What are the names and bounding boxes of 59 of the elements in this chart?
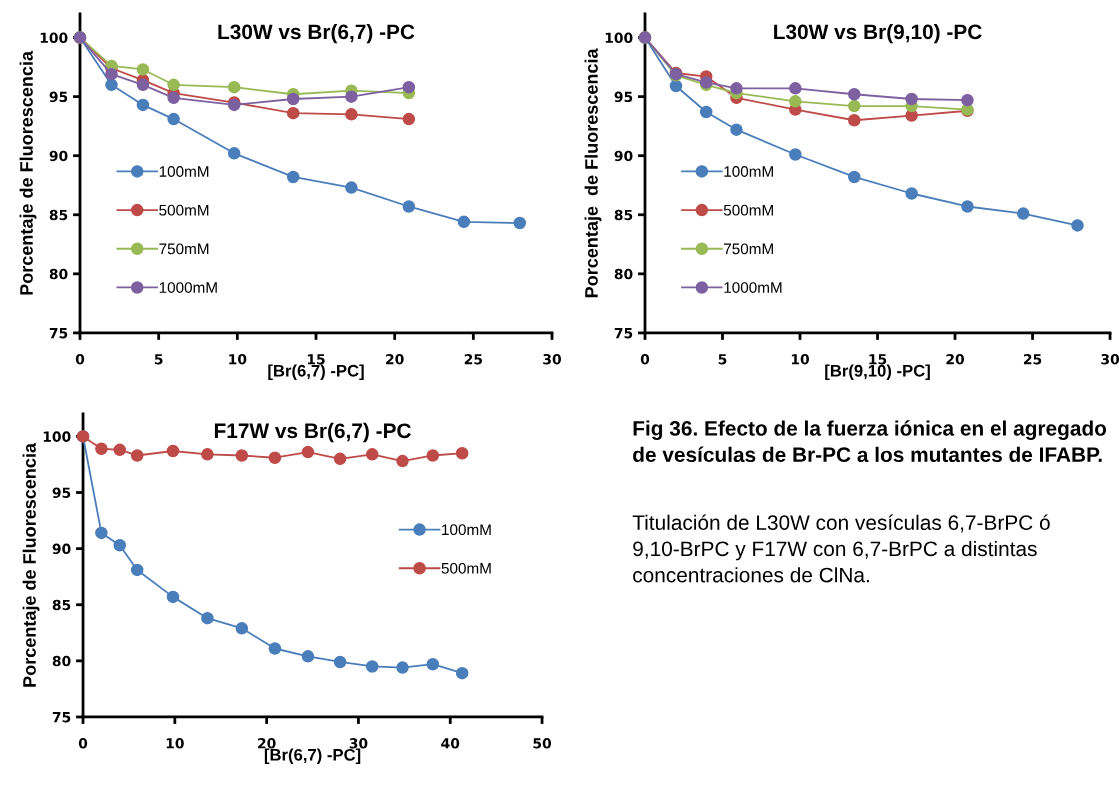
y-tick-label: 80 — [49, 268, 68, 280]
x-tick-label: 20 — [386, 353, 404, 365]
x-tick-label: 5 — [718, 354, 727, 365]
y-tick-label: 80 — [614, 268, 633, 280]
legend-label: 1000mM — [724, 282, 782, 293]
legend-label: 100mM — [724, 166, 773, 177]
text: Titulación de L30W con vesículas 6,7-BrPC ó 9,10-BrPC y F17W con 6,7-BrPC a distintas concentraciones de ClNa. — [632, 514, 1050, 583]
legend-label: 500mM — [159, 204, 209, 216]
x-tick-label: 0 — [78, 738, 88, 749]
x-tick-label: 20 — [258, 738, 276, 749]
y-tick-label: 95 — [52, 487, 71, 498]
legend-label: 750mM — [159, 243, 209, 255]
x-axis-title: [Br(9,10) -PC] — [825, 364, 930, 380]
x-tick-label: 30 — [349, 738, 368, 749]
chart-title: F17W vs Br(6,7) -PC — [214, 422, 411, 443]
y-tick-label: 90 — [614, 150, 633, 162]
y-axis-title: Porcentaje de Fluorescencia — [584, 48, 602, 298]
y-tick-label: 75 — [52, 712, 71, 723]
legend-label: 100mM — [442, 524, 491, 536]
y-tick-label: 95 — [614, 91, 633, 103]
x-tick-label: 0 — [75, 353, 85, 365]
legend-label: 100mM — [159, 166, 209, 177]
y-tick-label: 75 — [614, 328, 633, 339]
x-tick-label: 50 — [533, 738, 552, 749]
y-tick-label: 80 — [52, 655, 71, 667]
x-tick-label: 30 — [1101, 353, 1119, 365]
x-tick-label: 10 — [166, 738, 184, 749]
x-tick-label: 25 — [1023, 353, 1042, 365]
x-tick-label: 15 — [307, 354, 325, 365]
x-tick-label: 30 — [543, 353, 561, 365]
legend-label: 750mM — [724, 243, 773, 255]
text: Fig 36. Efecto de la fuerza iónica en el agregado de vesículas de Br-PC a los mutantes de IFABP. — [633, 420, 1107, 463]
y-tick-label: 90 — [52, 543, 71, 555]
x-tick-label: 10 — [791, 353, 810, 365]
x-tick-label: 25 — [464, 353, 483, 365]
legend-label: 500mM — [723, 204, 773, 216]
chart-title: L30W vs Br(6,7) -PC — [218, 23, 415, 44]
x-axis-title: [Br(6,7) -PC] — [264, 748, 361, 764]
x-tick-label: 20 — [946, 353, 965, 365]
x-axis-title: [Br(6,7) -PC] — [268, 364, 364, 380]
y-tick-label: 85 — [49, 209, 68, 221]
x-tick-label: 15 — [869, 354, 887, 365]
y-tick-label: 100 — [43, 431, 71, 442]
x-tick-label: 0 — [640, 353, 650, 365]
y-axis-title: Porcentaje de Fluorescencia — [19, 50, 37, 295]
legend-label: 500mM — [441, 562, 491, 574]
x-tick-label: 40 — [441, 738, 460, 749]
x-tick-label: 10 — [229, 353, 247, 365]
y-axis-title: Porcentaje de Fluorescencia — [22, 442, 40, 687]
y-tick-label: 95 — [49, 91, 68, 103]
chart-title: L30W vs Br(9,10) -PC — [774, 23, 982, 44]
x-tick-label: 5 — [154, 354, 163, 365]
y-tick-label: 90 — [49, 150, 68, 162]
y-tick-label: 75 — [49, 328, 68, 339]
y-tick-label: 85 — [614, 209, 633, 221]
legend-label: 1000mM — [159, 282, 217, 293]
y-tick-label: 85 — [52, 599, 71, 611]
y-tick-label: 100 — [605, 32, 633, 44]
y-tick-label: 100 — [40, 32, 68, 44]
